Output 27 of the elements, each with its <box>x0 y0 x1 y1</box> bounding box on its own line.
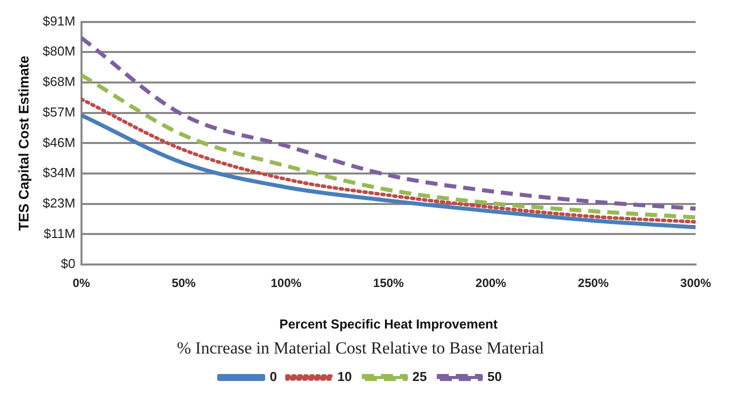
legend-title: % Increase in Material Cost Relative to Base Material <box>176 338 544 358</box>
line-series <box>81 113 696 230</box>
x-tick-label: 150% <box>373 276 404 290</box>
y-tick-label: $80M <box>42 44 76 59</box>
line-series <box>81 97 696 224</box>
x-axis-title: Percent Specific Heat Improvement <box>279 316 498 332</box>
x-tick-label: 50% <box>172 276 196 290</box>
legend-label: 25 <box>412 369 427 384</box>
x-tick-label: 200% <box>476 276 507 290</box>
line-series <box>81 73 696 220</box>
x-tick-label: 0% <box>72 276 90 290</box>
line-series <box>81 36 696 211</box>
legend-label: 50 <box>487 369 502 384</box>
x-tick-label: 250% <box>578 276 609 290</box>
y-tick-label: $91M <box>42 13 76 28</box>
y-tick-label: $34M <box>42 165 76 180</box>
x-tick-label: 300% <box>680 276 712 290</box>
y-tick-label: $0 <box>60 256 76 272</box>
y-tick-label: $46M <box>42 134 76 150</box>
y-axis-title: TES Capital Cost Estimate <box>15 55 32 231</box>
legend-label: 10 <box>337 369 352 384</box>
y-tick-label: $11M <box>44 226 76 241</box>
y-tick-label: $23M <box>42 195 76 210</box>
legend-label: 0 <box>270 369 277 384</box>
x-tick-label: 100% <box>270 276 302 290</box>
y-tick-label: $57M <box>42 104 76 120</box>
y-tick-label: $68M <box>42 74 76 90</box>
